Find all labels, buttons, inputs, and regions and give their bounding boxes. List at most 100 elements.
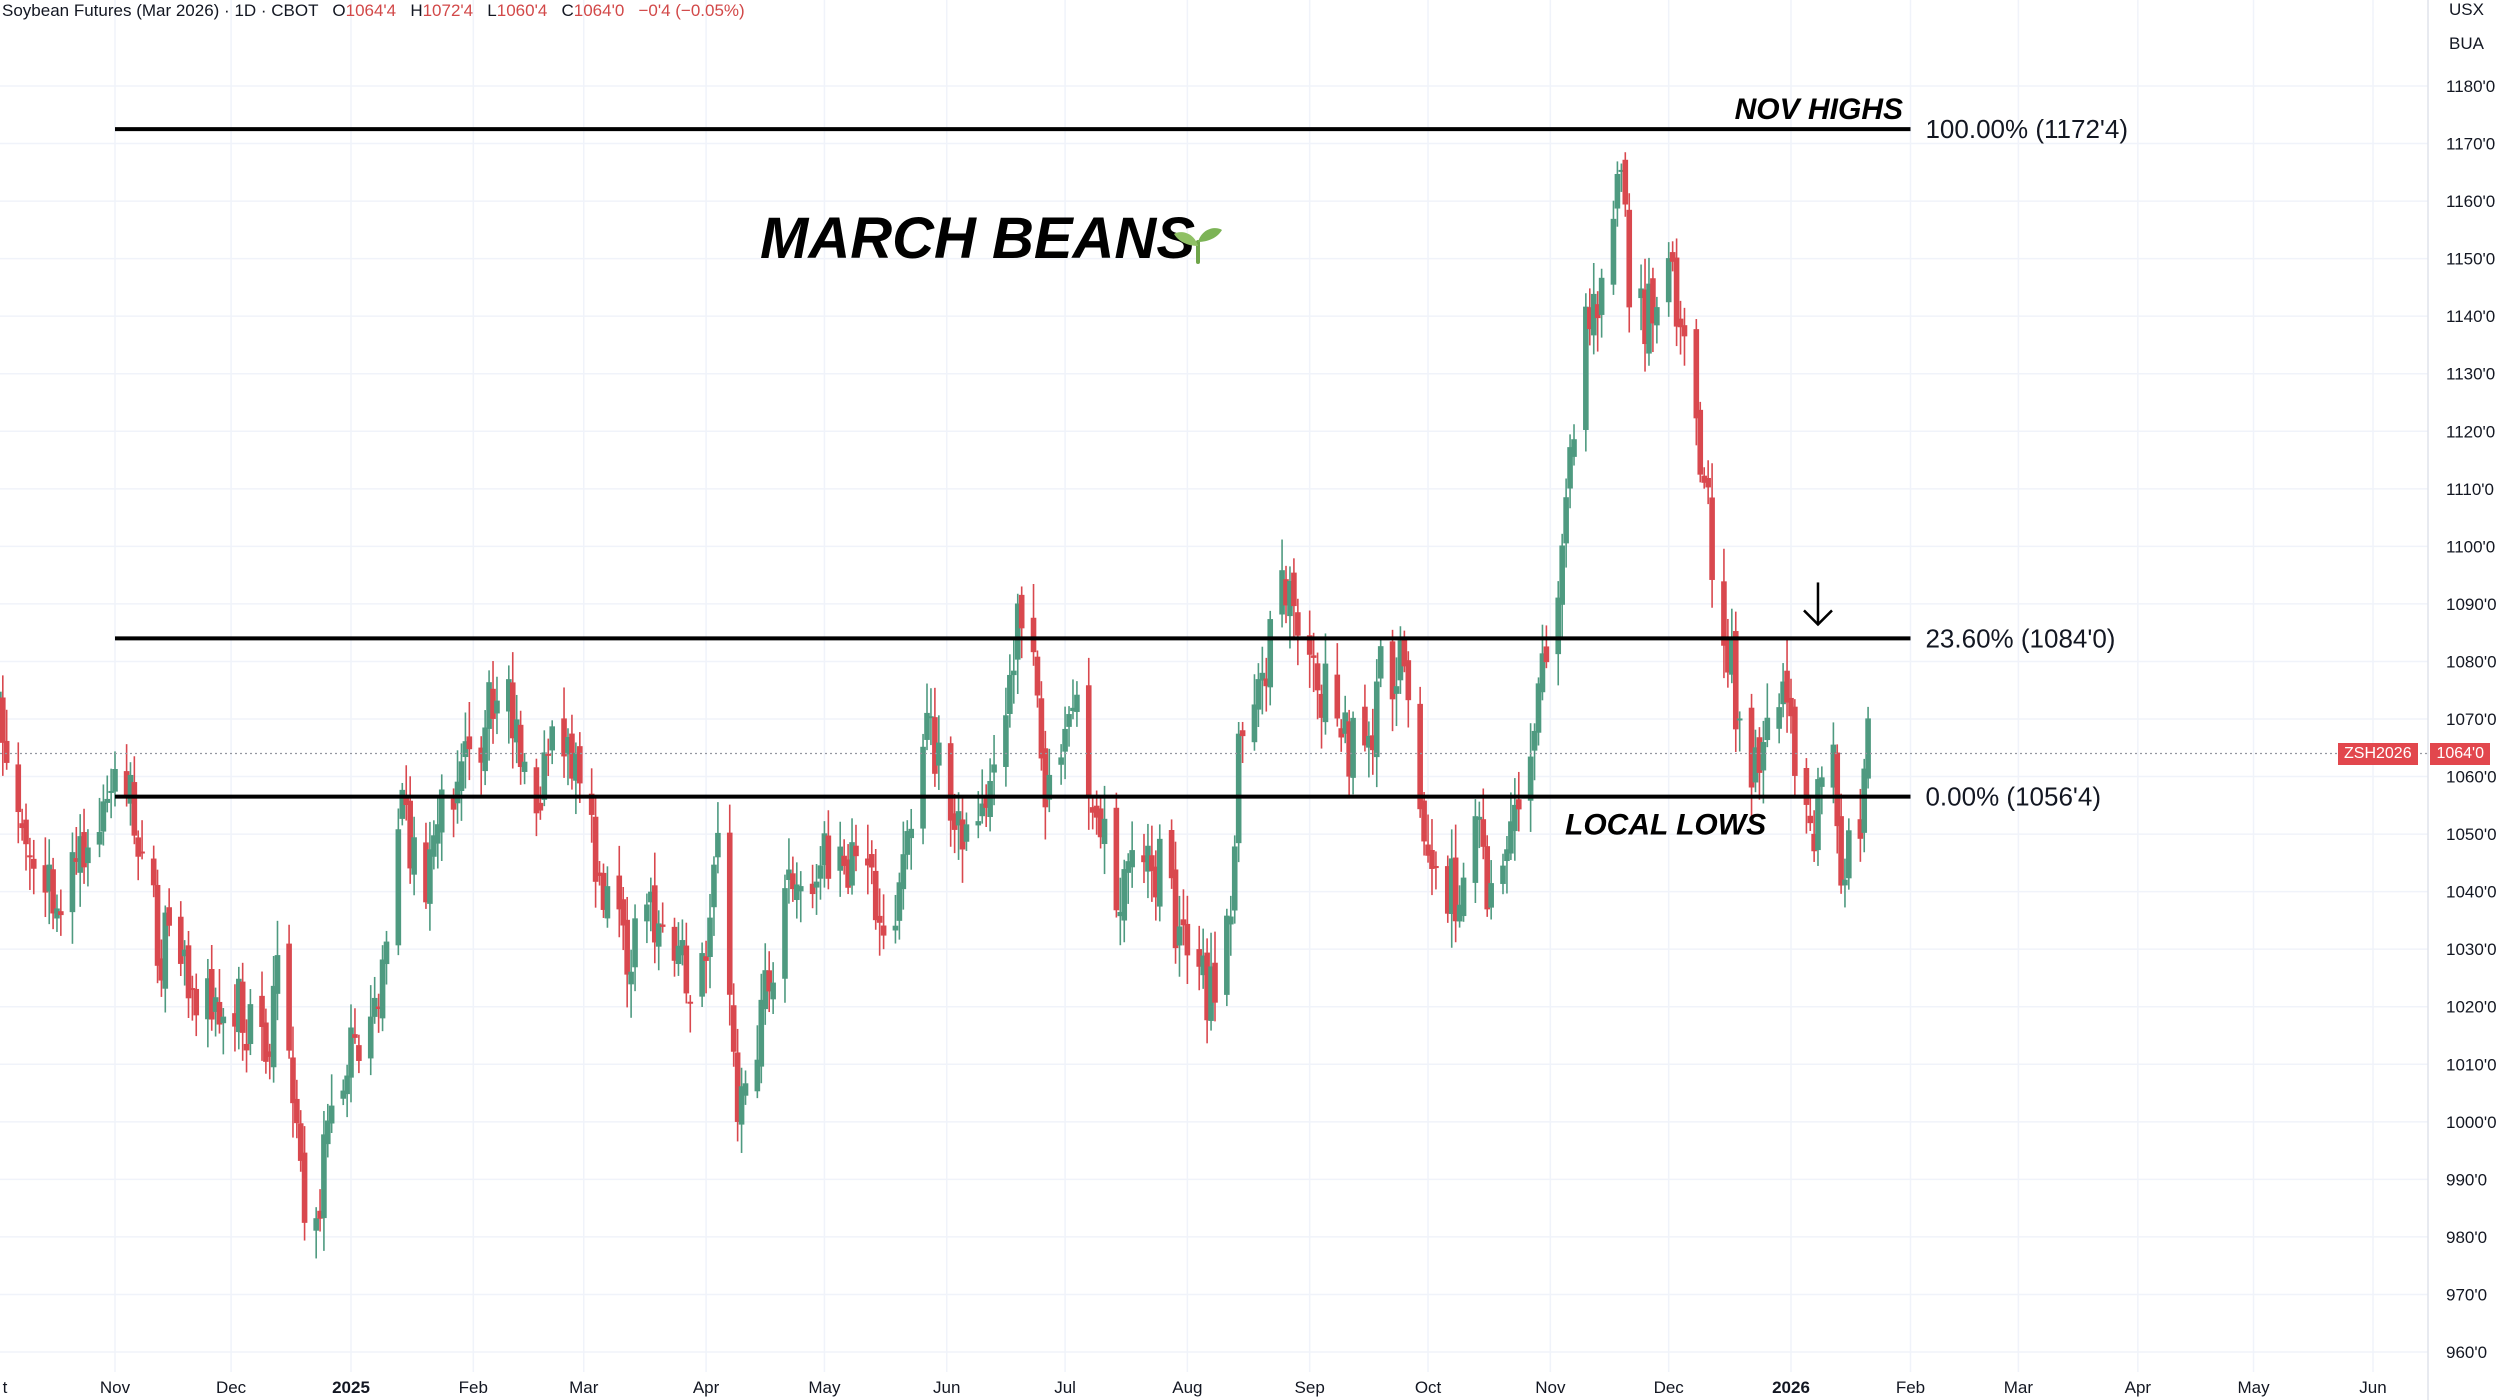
candle	[1543, 625, 1550, 669]
candle	[545, 738, 552, 776]
candle	[1784, 636, 1790, 733]
candle	[1721, 548, 1727, 679]
candle	[1014, 593, 1021, 695]
candle	[1121, 859, 1128, 943]
candle	[486, 670, 492, 761]
unit-label[interactable]: BUA	[2449, 34, 2484, 53]
candle	[1583, 293, 1589, 452]
candle	[189, 975, 196, 1021]
candle	[1322, 633, 1329, 735]
candle	[1074, 681, 1080, 727]
candle	[604, 866, 611, 928]
price-tick-label: 960'0	[2446, 1343, 2487, 1362]
price-tick-label: 1050'0	[2446, 825, 2497, 844]
candle	[344, 1064, 350, 1118]
candle	[876, 888, 883, 956]
candle	[790, 856, 796, 902]
candle	[478, 736, 484, 795]
time-axis[interactable]: t Nov Dec 2025 Feb Mar Apr May Jun Jul Aug Sep Oct No…	[3, 1378, 2387, 1397]
price-tag-symbol: ZSH2026	[2338, 742, 2418, 765]
candle	[42, 837, 49, 918]
candle	[687, 995, 694, 1033]
candle	[1610, 200, 1617, 295]
open-value: 1064'4	[345, 1, 397, 20]
candle	[1342, 695, 1348, 744]
candle	[177, 901, 184, 977]
candle	[1642, 258, 1648, 372]
candle	[1200, 928, 1206, 989]
candle	[1830, 722, 1837, 804]
candle	[794, 862, 800, 919]
fib-level-label: 0.00% (1056'4)	[1925, 782, 2101, 812]
candle	[324, 1103, 331, 1158]
candle	[1693, 319, 1700, 446]
candle	[1725, 618, 1731, 688]
candle	[1224, 908, 1230, 1007]
price-tick-label: 1060'0	[2446, 768, 2497, 787]
candle	[340, 1079, 347, 1106]
candle	[975, 791, 982, 839]
open-label: O	[332, 1, 346, 20]
time-tick-label: Dec	[216, 1378, 247, 1397]
candle	[50, 857, 56, 930]
candle	[983, 784, 989, 827]
candle	[1366, 721, 1372, 778]
candle	[616, 845, 623, 938]
candle	[1807, 795, 1814, 831]
candle	[294, 1079, 300, 1139]
candle	[1018, 586, 1025, 659]
candle	[1196, 925, 1203, 991]
price-tick-label: 1180'0	[2446, 77, 2495, 96]
candle	[537, 786, 544, 820]
candle	[431, 820, 437, 870]
candle	[208, 944, 215, 1031]
annotation-local-lows: LOCAL LOWS	[1565, 809, 1766, 842]
candle	[766, 951, 772, 1013]
candle	[1586, 288, 1593, 346]
candle	[896, 872, 903, 940]
candle	[1669, 241, 1676, 272]
candle	[853, 824, 859, 872]
candle	[1559, 533, 1565, 639]
candle	[1338, 719, 1345, 752]
currency-label[interactable]: USX	[2449, 0, 2484, 19]
price-tick-label: 1030'0	[2446, 940, 2497, 959]
candle	[513, 694, 520, 764]
candlestick-series	[0, 152, 1871, 1259]
candle	[1097, 795, 1104, 849]
candle	[239, 962, 246, 1061]
candle	[565, 728, 571, 786]
candle	[1204, 938, 1210, 1044]
candle	[73, 827, 80, 875]
candle	[1255, 663, 1262, 728]
candle	[1448, 829, 1455, 948]
candle	[69, 832, 76, 944]
price-tick-label: 1080'0	[2446, 652, 2497, 671]
candle	[193, 973, 200, 1037]
candle	[462, 712, 469, 789]
candle	[27, 837, 33, 890]
candle	[236, 966, 242, 1050]
candle	[1141, 833, 1147, 884]
price-tag-value: 1064'0	[2430, 742, 2490, 765]
candle	[1709, 463, 1715, 608]
price-axis[interactable]: 960'0 970'0 980'0 990'0 1000'0 1010'0 1020'0 10…	[2427, 0, 2497, 1400]
candle	[1512, 778, 1518, 861]
candle	[1811, 810, 1817, 862]
candle	[592, 795, 599, 908]
candle	[837, 821, 844, 897]
candle	[3, 709, 10, 770]
candle	[1370, 708, 1376, 775]
candle	[1567, 434, 1573, 509]
candle	[100, 784, 107, 846]
low-label: L	[487, 1, 497, 20]
low-value: 1060'4	[496, 1, 548, 20]
candle	[1515, 771, 1522, 832]
candle	[383, 930, 390, 985]
price-tick-label: 1140'0	[2446, 307, 2495, 326]
candle	[1456, 885, 1463, 928]
candle	[991, 735, 997, 806]
price-tick-label: 970'0	[2446, 1285, 2487, 1304]
candle	[1267, 610, 1274, 706]
